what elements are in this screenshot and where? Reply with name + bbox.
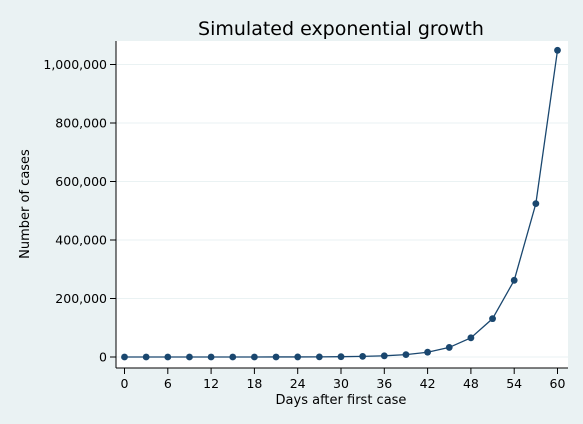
x-tick-label: 0 xyxy=(121,376,129,391)
data-point xyxy=(315,353,323,361)
chart-title: Simulated exponential growth xyxy=(198,18,484,40)
x-tick-label: 6 xyxy=(164,376,172,391)
data-point xyxy=(164,353,172,361)
y-axis-ticks: 0 200,000 400,000 600,000 800,000 1,000,000 xyxy=(43,57,116,365)
x-tick-label: 42 xyxy=(420,376,436,391)
y-tick-label: 1,000,000 xyxy=(43,57,107,72)
data-point xyxy=(251,353,258,361)
data-point xyxy=(121,353,128,361)
data-point xyxy=(424,348,431,356)
y-tick-label: 800,000 xyxy=(55,116,107,131)
data-point xyxy=(272,353,280,361)
x-tick-label: 60 xyxy=(550,376,566,391)
y-tick-label: 0 xyxy=(99,350,107,365)
data-point xyxy=(532,200,540,208)
data-point xyxy=(445,344,453,351)
data-point xyxy=(380,352,388,360)
x-tick-label: 30 xyxy=(333,376,349,391)
y-axis-label: Number of cases xyxy=(18,149,33,259)
x-axis-ticks: 0 6 12 18 24 30 36 42 48 54 60 xyxy=(121,368,566,391)
x-axis-label: Days after first case xyxy=(276,393,407,408)
plot-area xyxy=(116,41,568,368)
x-tick-label: 54 xyxy=(506,376,522,391)
x-tick-label: 24 xyxy=(290,376,306,391)
data-point xyxy=(489,315,496,323)
y-tick-label: 600,000 xyxy=(55,174,107,189)
data-point xyxy=(186,353,193,361)
y-tick-label: 400,000 xyxy=(55,233,107,248)
x-tick-label: 48 xyxy=(463,376,479,391)
data-point xyxy=(207,353,215,361)
x-tick-label: 36 xyxy=(376,376,392,391)
x-tick-label: 18 xyxy=(246,376,262,391)
data-point xyxy=(229,353,237,361)
axes xyxy=(115,41,568,369)
data-point xyxy=(467,334,475,342)
data-point xyxy=(510,276,518,284)
data-point xyxy=(337,353,345,361)
y-tick-label: 200,000 xyxy=(55,291,107,306)
x-tick-label: 12 xyxy=(203,376,219,391)
data-points xyxy=(121,46,561,361)
data-point xyxy=(142,353,150,361)
data-point xyxy=(294,353,302,361)
data-point xyxy=(359,353,367,360)
data-point xyxy=(554,46,561,54)
data-point xyxy=(402,351,410,359)
